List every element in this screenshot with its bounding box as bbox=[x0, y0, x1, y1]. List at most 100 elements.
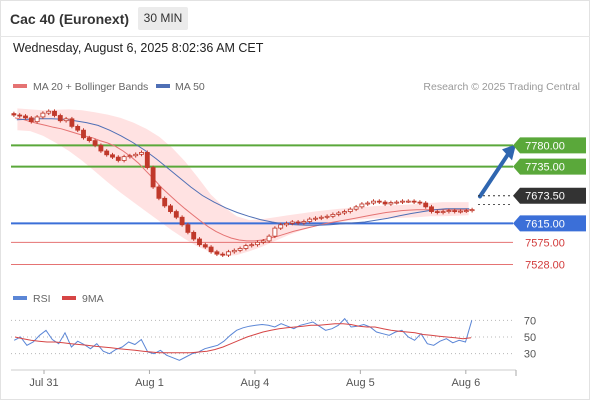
rsi-legend-swatch bbox=[13, 296, 27, 300]
rsi-ma-legend-swatch bbox=[62, 296, 76, 300]
candle bbox=[156, 185, 162, 201]
candle bbox=[266, 234, 272, 243]
candle bbox=[115, 155, 121, 163]
candle bbox=[173, 209, 179, 220]
candle bbox=[255, 240, 260, 247]
rsi-series-rsi bbox=[13, 317, 473, 361]
candle bbox=[63, 116, 69, 123]
rsi-tick-label: 30 bbox=[524, 349, 536, 361]
x-tick-label: Aug 5 bbox=[346, 377, 375, 389]
candle bbox=[376, 199, 382, 204]
candle bbox=[278, 222, 284, 231]
rsi-tick-label: 50 bbox=[524, 332, 536, 344]
candle bbox=[365, 201, 371, 206]
candle bbox=[81, 128, 86, 140]
candle bbox=[330, 212, 336, 219]
candle bbox=[463, 208, 469, 213]
candle bbox=[179, 215, 185, 227]
rsi-tick-label: 70 bbox=[524, 315, 536, 327]
timeframe-button[interactable]: 30 MIN bbox=[138, 7, 188, 30]
chart-header: Cac 40 (Euronext) 30 MIN bbox=[0, 0, 590, 37]
instrument-title: Cac 40 (Euronext) bbox=[10, 11, 130, 27]
rsi-ma-legend-label: 9MA bbox=[82, 293, 104, 305]
candle bbox=[57, 113, 63, 123]
arrow-shaft bbox=[478, 149, 512, 199]
candle bbox=[249, 242, 255, 248]
price-tags: 7780.00 7735.00 7615.00 7575.00 7528.00 7673.… bbox=[478, 137, 586, 272]
candle bbox=[400, 199, 405, 204]
candle bbox=[17, 113, 23, 118]
candle bbox=[429, 204, 434, 214]
candle bbox=[301, 219, 307, 225]
x-tick-label: Aug 6 bbox=[451, 377, 480, 389]
candle bbox=[458, 209, 463, 214]
candle bbox=[313, 216, 318, 222]
candle bbox=[121, 154, 127, 163]
candle bbox=[237, 246, 243, 253]
x-axis: Jul 31 Aug 1 Aug 4 Aug 5 Aug 6 bbox=[11, 369, 517, 389]
candle bbox=[382, 200, 388, 206]
candle bbox=[69, 116, 75, 129]
candle bbox=[289, 220, 295, 226]
candle bbox=[104, 149, 110, 157]
candle bbox=[452, 208, 458, 214]
candle bbox=[11, 111, 17, 117]
timestamp: Wednesday, August 6, 2025 8:02:36 AM CET bbox=[13, 41, 264, 55]
candle bbox=[324, 214, 330, 220]
candle bbox=[168, 203, 173, 214]
candle bbox=[214, 249, 220, 257]
last-price-label: 7673.50 bbox=[525, 191, 565, 203]
candle bbox=[284, 221, 289, 227]
level-label-7575.00: 7575.00 bbox=[525, 237, 565, 249]
ma50-line bbox=[16, 118, 470, 226]
candle bbox=[98, 143, 104, 153]
candle bbox=[197, 237, 202, 247]
candle bbox=[110, 152, 115, 160]
candle bbox=[34, 115, 40, 124]
credit-text: Research © 2025 Trading Central bbox=[423, 81, 580, 93]
candle bbox=[423, 201, 429, 209]
ma50-legend-swatch bbox=[156, 84, 170, 88]
x-tick-label: Aug 4 bbox=[241, 377, 270, 389]
candle bbox=[318, 215, 324, 221]
candle bbox=[162, 196, 168, 208]
candles bbox=[11, 109, 475, 257]
level-label-7615.00: 7615.00 bbox=[525, 218, 565, 230]
candle bbox=[434, 209, 440, 215]
x-tick-label: Aug 1 bbox=[135, 377, 164, 389]
candle bbox=[405, 199, 411, 204]
candle bbox=[411, 199, 417, 204]
candle bbox=[133, 152, 139, 158]
candle bbox=[388, 200, 394, 206]
candle bbox=[75, 124, 81, 133]
candle bbox=[342, 209, 347, 215]
rsi-series-9ma bbox=[14, 323, 472, 354]
ma50-legend-label: MA 50 bbox=[175, 81, 205, 93]
candle bbox=[139, 150, 144, 157]
candle bbox=[353, 204, 359, 212]
arrow-head bbox=[502, 144, 516, 161]
candle bbox=[23, 114, 28, 120]
candle bbox=[243, 243, 249, 251]
candle bbox=[202, 242, 208, 249]
candle bbox=[371, 199, 376, 205]
candle bbox=[347, 207, 353, 214]
level-tag-7780.00 bbox=[513, 137, 586, 154]
candle bbox=[92, 138, 98, 148]
level-label-7528.00: 7528.00 bbox=[525, 260, 565, 272]
candle bbox=[295, 220, 301, 225]
rsi-panel: 70 50 30 bbox=[11, 315, 536, 361]
level-tag-7735.00 bbox=[513, 158, 586, 175]
ma20-legend-label: MA 20 + Bollinger Bands bbox=[33, 81, 148, 93]
candle bbox=[127, 153, 133, 159]
candle bbox=[446, 208, 452, 214]
candle bbox=[260, 239, 266, 245]
candle bbox=[150, 165, 156, 189]
forecast-arrow bbox=[478, 144, 516, 199]
candle bbox=[208, 245, 214, 254]
level-tag-7615.00 bbox=[513, 215, 586, 232]
candle bbox=[469, 207, 475, 213]
candle bbox=[272, 226, 278, 239]
candle bbox=[28, 115, 34, 124]
